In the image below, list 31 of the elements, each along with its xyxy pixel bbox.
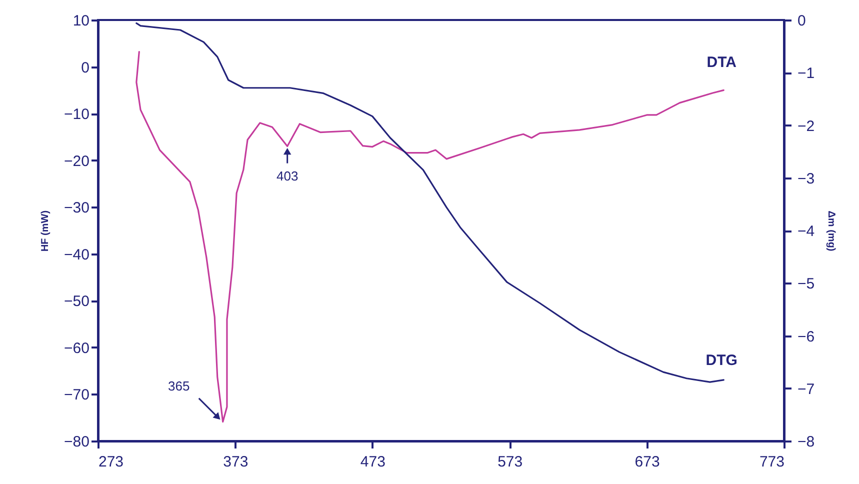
x-tick-label: 773 <box>759 454 784 470</box>
x-tick-label: 573 <box>498 454 523 470</box>
y2-tick-label: −4 <box>798 223 815 240</box>
y-tick-label: −30 <box>64 200 90 217</box>
series-label: DTG <box>706 352 738 369</box>
series-label: DTA <box>706 54 737 72</box>
x-tick-label: 373 <box>223 454 248 470</box>
y2-tick-label: −1 <box>798 65 815 82</box>
y-tick-label: −10 <box>64 106 90 124</box>
y-tick-label: −40 <box>64 246 90 264</box>
y-tick-label: −80 <box>64 434 90 450</box>
x-tick-label: 273 <box>98 454 124 470</box>
y-tick-label: −20 <box>64 152 90 170</box>
y2-tick-label: −3 <box>798 170 815 188</box>
y-tick-label: −50 <box>64 293 90 310</box>
y2-tick-label: −8 <box>798 434 815 450</box>
x-tick-label: 673 <box>634 454 660 470</box>
y-tick-label: −70 <box>64 386 90 404</box>
annotation: 403 <box>276 168 298 184</box>
y2-axis-title: Δm (mg) <box>826 210 837 252</box>
x-tick-label: 473 <box>360 454 386 470</box>
y2-tick-label: −6 <box>798 328 815 346</box>
y-tick-label: 10 <box>72 12 90 30</box>
annotation: 365 <box>168 378 190 394</box>
y2-tick-label: −2 <box>798 118 815 135</box>
y-tick-label: −60 <box>64 340 90 357</box>
y2-tick-label: −5 <box>798 276 815 293</box>
y2-tick-label: −7 <box>798 380 815 398</box>
y-tick-label: 0 <box>81 59 90 76</box>
y-axis-title: HF (mW) <box>40 210 52 252</box>
y2-tick-label: 0 <box>798 12 806 30</box>
